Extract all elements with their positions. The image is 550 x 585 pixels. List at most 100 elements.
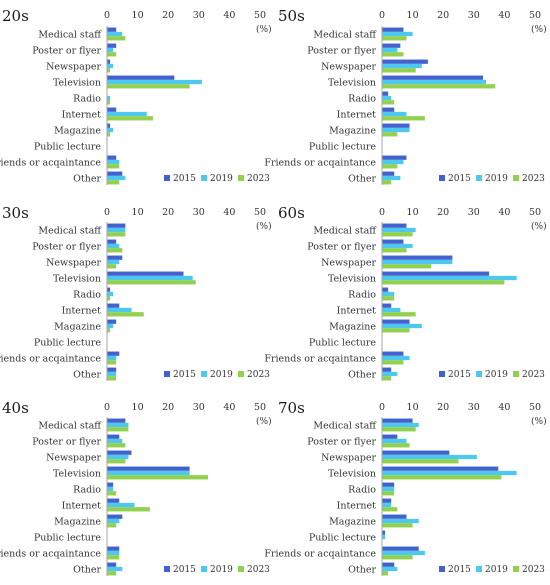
legend-label-2015: 2015: [448, 370, 471, 380]
x-tick-label: 10: [132, 207, 144, 218]
bar-poster-or-flyer-2015: [107, 239, 117, 244]
bar-television-2015: [107, 75, 175, 80]
legend-swatch-2015: [164, 566, 170, 572]
legend-label-2023: 2023: [247, 174, 270, 184]
x-tick-label: 40: [223, 402, 235, 413]
bar-magazine-2023: [107, 132, 111, 137]
bar-medical-staff-2015: [107, 418, 126, 423]
category-label-newspaper: Newspaper: [321, 453, 376, 464]
bar-newspaper-2023: [107, 264, 117, 269]
legend-label-2023: 2023: [247, 370, 270, 380]
bar-other-2023: [107, 180, 120, 185]
bar-radio-2019: [382, 95, 392, 101]
category-label-friends-or-acqaintance: Friends or acqaintance: [264, 158, 376, 169]
unit-label: (%): [256, 24, 272, 35]
category-label-poster-or-flyer: Poster or flyer: [32, 437, 101, 448]
bar-television-2019: [382, 275, 517, 281]
legend-swatch-2019: [476, 175, 482, 181]
category-label-radio: Radio: [348, 94, 376, 105]
bar-newspaper-2023: [382, 264, 431, 269]
unit-label: (%): [531, 221, 547, 232]
x-tick-label: 30: [193, 207, 205, 218]
bar-radio-2023: [107, 491, 117, 496]
bar-internet-2015: [382, 498, 392, 503]
legend-swatch-2019: [201, 371, 207, 377]
category-label-magazine: Magazine: [54, 322, 101, 333]
bar-other-2023: [107, 571, 117, 576]
bar-friends-or-acqaintance-2019: [382, 159, 404, 165]
legend-swatch-2015: [164, 175, 170, 181]
bar-medical-staff-2019: [382, 31, 413, 37]
bar-friends-or-acqaintance-2015: [107, 351, 120, 356]
legend-swatch-2023: [238, 371, 244, 377]
bar-poster-or-flyer-2015: [382, 434, 398, 439]
category-label-poster-or-flyer: Poster or flyer: [32, 242, 101, 253]
bar-other-2015: [382, 171, 395, 176]
bar-radio-2015: [107, 287, 111, 292]
bar-internet-2015: [382, 303, 392, 308]
bar-poster-or-flyer-2023: [382, 248, 407, 253]
category-label-radio: Radio: [348, 290, 376, 301]
x-tick-label: 50: [254, 10, 266, 21]
bar-friends-or-acqaintance-2015: [382, 155, 407, 160]
category-label-television: Television: [53, 78, 101, 89]
legend-label-2023: 2023: [522, 370, 545, 380]
category-label-television: Television: [328, 469, 376, 480]
bar-internet-2023: [107, 116, 153, 121]
bar-newspaper-2015: [382, 59, 428, 64]
bar-other-2023: [107, 376, 117, 381]
bar-internet-2023: [382, 312, 416, 317]
x-tick-label: 40: [223, 207, 235, 218]
bar-internet-2023: [107, 312, 144, 317]
category-label-public-lecture: Public lecture: [34, 533, 101, 544]
category-label-magazine: Magazine: [329, 126, 376, 137]
bar-radio-2019: [107, 486, 114, 492]
bar-medical-staff-2015: [382, 27, 404, 32]
legend-swatch-2015: [439, 175, 445, 181]
bar-poster-or-flyer-2015: [382, 239, 404, 244]
x-tick-label: 10: [407, 207, 419, 218]
bar-internet-2015: [107, 107, 117, 112]
bar-magazine-2015: [107, 319, 117, 324]
category-label-poster-or-flyer: Poster or flyer: [307, 46, 376, 57]
legend-swatch-2023: [238, 566, 244, 572]
bar-newspaper-2015: [107, 450, 132, 455]
bar-medical-staff-2015: [107, 27, 117, 32]
x-tick-label: 30: [468, 402, 480, 413]
chart-panel-60s: 60s 0 10 20 30 40 50 (%) Medical staff Poster or …: [264, 204, 547, 381]
bar-magazine-2023: [107, 523, 117, 528]
legend-swatch-2015: [439, 371, 445, 377]
legend-label-2015: 2015: [173, 370, 196, 380]
category-label-public-lecture: Public lecture: [309, 142, 376, 153]
legend-swatch-2023: [513, 566, 519, 572]
bar-other-2019: [382, 175, 401, 181]
bar-public-lecture-2019: [382, 534, 386, 540]
category-label-television: Television: [53, 469, 101, 480]
bar-other-2019: [107, 566, 123, 572]
panel-title: 40s: [2, 399, 29, 417]
x-tick-label: 30: [468, 207, 480, 218]
x-tick-label: 20: [162, 402, 174, 413]
bar-poster-or-flyer-2015: [107, 43, 117, 48]
x-tick-label: 20: [437, 402, 449, 413]
legend-label-2019: 2019: [485, 174, 508, 184]
bar-newspaper-2015: [382, 450, 450, 455]
bar-medical-staff-2015: [382, 223, 407, 228]
bar-internet-2019: [382, 502, 392, 508]
bar-newspaper-2019: [382, 454, 477, 460]
panel-title: 30s: [2, 204, 29, 222]
bar-internet-2019: [107, 307, 132, 313]
bar-magazine-2023: [382, 328, 410, 333]
x-tick-label: 30: [193, 10, 205, 21]
bar-radio-2015: [107, 482, 114, 487]
bar-medical-staff-2019: [107, 422, 129, 428]
bar-television-2015: [382, 271, 490, 276]
category-label-friends-or-acqaintance: Friends or acqaintance: [0, 158, 101, 169]
bar-other-2023: [382, 376, 392, 381]
bar-friends-or-acqaintance-2019: [382, 550, 425, 556]
bar-newspaper-2019: [107, 454, 129, 460]
bar-other-2019: [382, 566, 398, 572]
bar-internet-2019: [107, 111, 147, 117]
bar-newspaper-2019: [382, 63, 422, 69]
bar-other-2019: [382, 371, 398, 377]
